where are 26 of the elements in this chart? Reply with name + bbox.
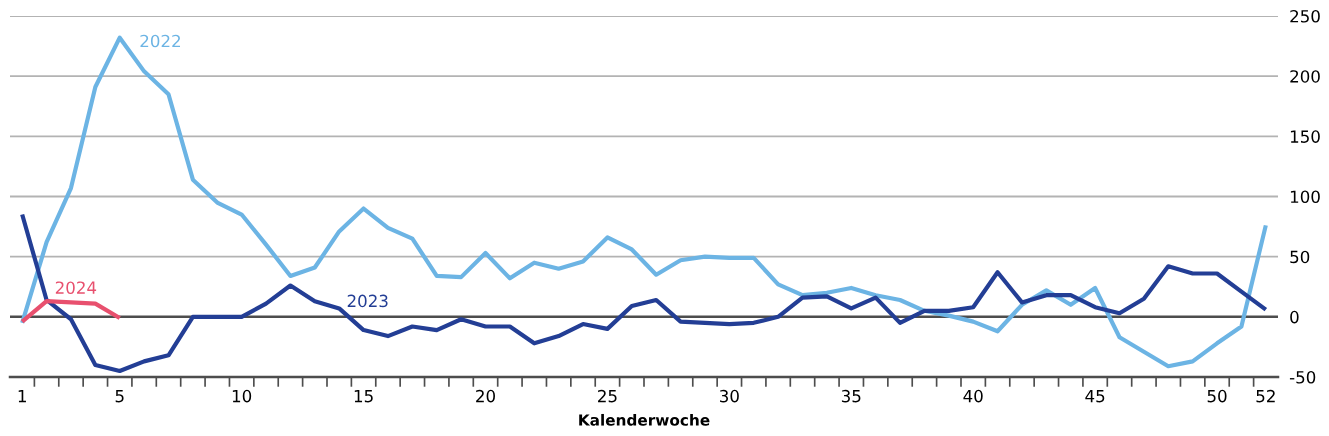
series-label: 2022 xyxy=(140,34,180,48)
y-tick-label: 150 xyxy=(1290,130,1320,143)
line-series xyxy=(20,299,122,324)
x-tick-label: 40 xyxy=(963,389,983,403)
x-tick-label: 30 xyxy=(720,389,739,403)
x-tick-label: 35 xyxy=(841,389,861,403)
x-tick-label: 50 xyxy=(1207,389,1227,403)
line-series xyxy=(20,35,1268,369)
line-series xyxy=(20,212,1268,374)
y-tick-label: 250 xyxy=(1290,9,1320,23)
y-tick-label: 50 xyxy=(1290,250,1310,264)
y-tick-label: 200 xyxy=(1290,70,1320,83)
x-tick-label: 15 xyxy=(354,390,373,403)
x-tick-label: 45 xyxy=(1085,390,1105,403)
y-tick-label: 0 xyxy=(1290,310,1299,324)
x-tick-label: 1 xyxy=(18,390,26,403)
y-tick-label: -50 xyxy=(1289,370,1316,384)
series-label: 2024 xyxy=(55,281,97,294)
x-axis-title: Kalenderwoche xyxy=(579,413,710,426)
x-tick-label: 52 xyxy=(1256,389,1275,403)
x-tick-label: 10 xyxy=(232,389,252,403)
y-tick-label: 100 xyxy=(1290,190,1320,204)
x-tick-label: 5 xyxy=(115,390,124,403)
x-tick-label: 20 xyxy=(476,389,495,403)
series-label: 2023 xyxy=(347,294,388,308)
x-tick-label: 25 xyxy=(598,389,617,403)
